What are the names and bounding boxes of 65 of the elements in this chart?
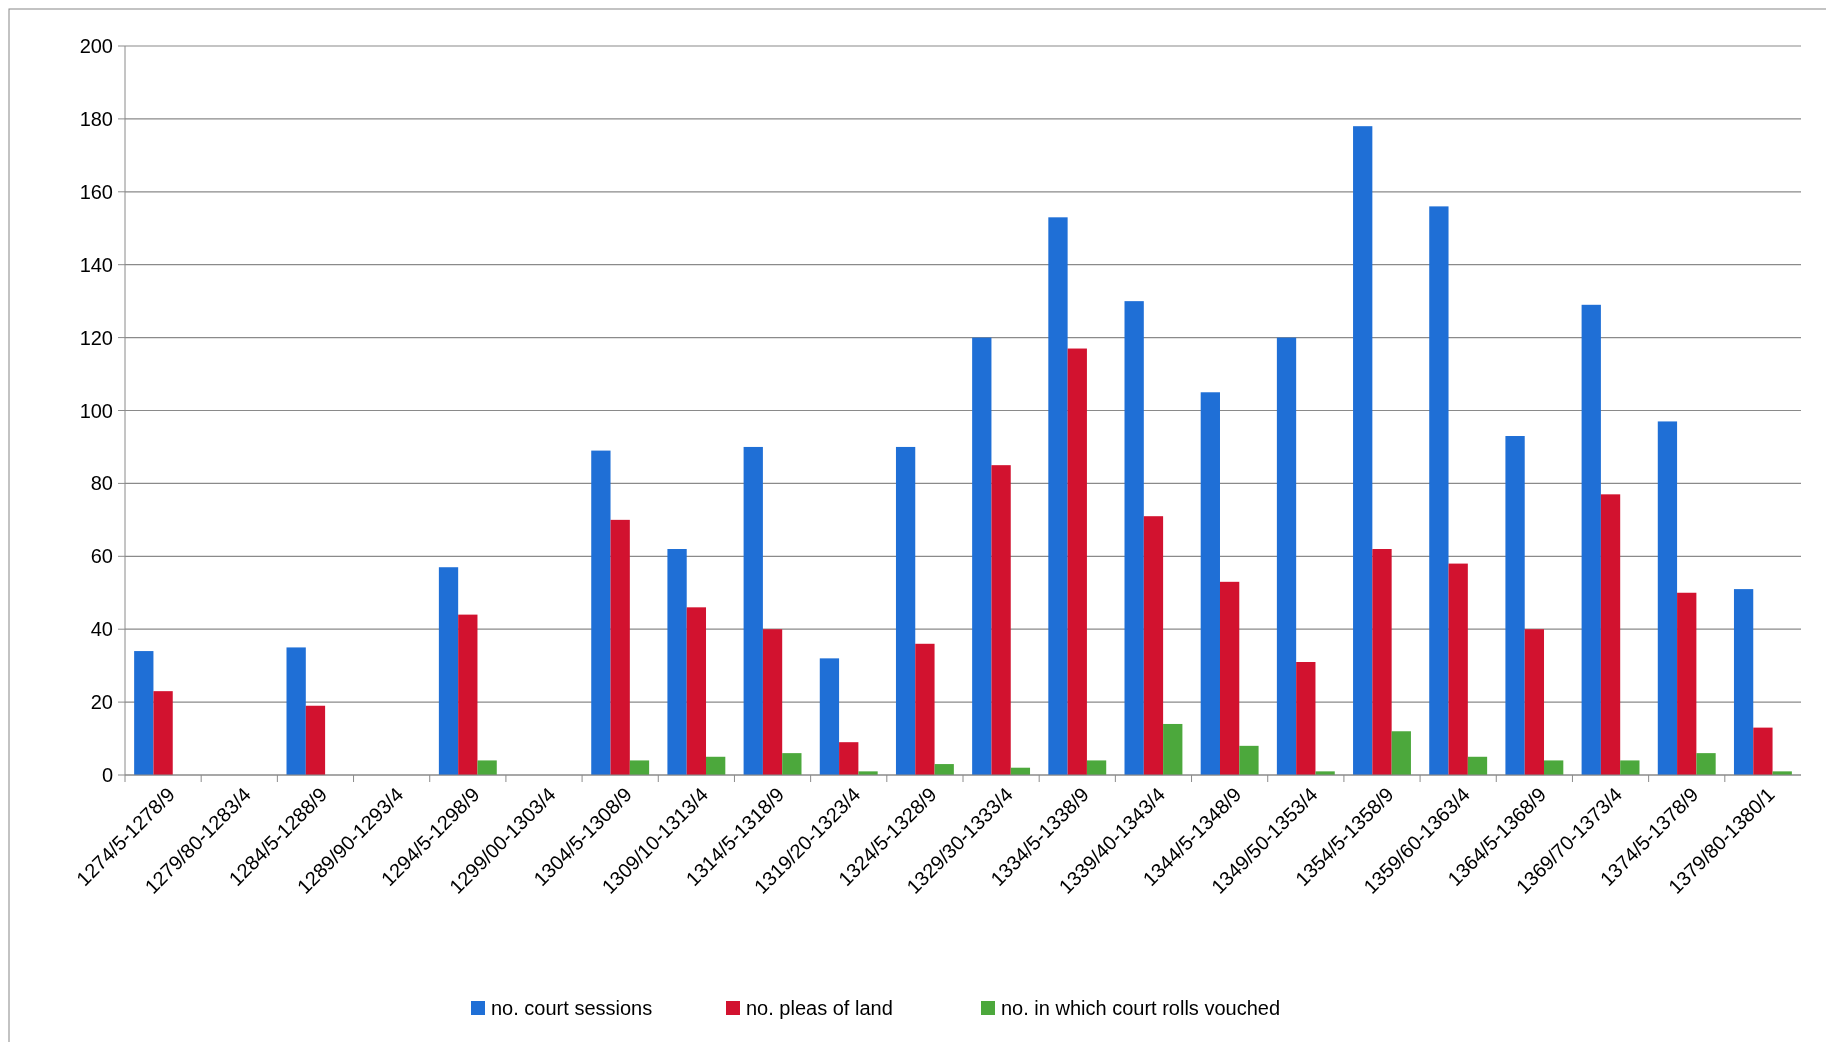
bar bbox=[134, 651, 154, 775]
bar bbox=[1296, 662, 1316, 775]
bar bbox=[1219, 581, 1240, 775]
bar bbox=[1048, 217, 1068, 775]
bar bbox=[1163, 723, 1183, 775]
y-tick-label: 60 bbox=[90, 545, 113, 568]
y-tick-label: 140 bbox=[79, 253, 113, 276]
bar bbox=[1200, 392, 1220, 775]
y-tick-label: 180 bbox=[79, 107, 113, 130]
bar bbox=[1620, 760, 1640, 775]
bar bbox=[1124, 301, 1144, 775]
bar bbox=[1505, 436, 1525, 775]
bar bbox=[1353, 126, 1373, 775]
y-tick-label: 20 bbox=[90, 691, 113, 714]
bar bbox=[1677, 592, 1697, 775]
bar bbox=[1467, 756, 1488, 775]
bar bbox=[1581, 304, 1601, 775]
y-tick-label: 200 bbox=[79, 35, 113, 57]
bar bbox=[458, 614, 478, 775]
legend-label: no. in which court rolls vouched bbox=[1001, 997, 1281, 1019]
bar bbox=[286, 647, 306, 775]
bar bbox=[706, 756, 726, 775]
bar bbox=[591, 450, 611, 775]
bar bbox=[1276, 337, 1297, 775]
y-tick-label: 0 bbox=[101, 764, 113, 786]
y-tick-label: 100 bbox=[79, 399, 113, 422]
legend-label: no. pleas of land bbox=[746, 997, 893, 1019]
bar bbox=[895, 446, 916, 775]
bar bbox=[1429, 206, 1449, 775]
bar bbox=[1753, 727, 1773, 775]
bar bbox=[1600, 494, 1621, 775]
bar bbox=[667, 549, 687, 775]
bar bbox=[1086, 760, 1107, 775]
bar bbox=[1696, 753, 1716, 775]
bar bbox=[1143, 516, 1164, 775]
bar bbox=[743, 446, 763, 775]
bar bbox=[477, 760, 497, 775]
bar bbox=[1239, 745, 1259, 775]
bar bbox=[1657, 421, 1678, 775]
bar bbox=[153, 691, 173, 775]
bar bbox=[839, 742, 859, 775]
bar bbox=[1372, 549, 1392, 775]
bar bbox=[686, 607, 707, 775]
bar bbox=[934, 764, 954, 775]
bar bbox=[438, 567, 459, 775]
y-tick-label: 160 bbox=[79, 180, 113, 203]
bar bbox=[1544, 760, 1564, 775]
bar bbox=[1733, 589, 1754, 775]
bar bbox=[762, 629, 783, 775]
bar bbox=[782, 753, 802, 775]
bar bbox=[1067, 348, 1087, 775]
legend-label: no. court sessions bbox=[491, 997, 653, 1019]
bar bbox=[915, 643, 935, 775]
bar bbox=[1391, 731, 1411, 775]
bar bbox=[819, 658, 840, 775]
bar bbox=[305, 705, 326, 775]
y-tick-label: 120 bbox=[79, 326, 113, 349]
bar bbox=[1448, 563, 1468, 775]
bar bbox=[610, 519, 630, 775]
y-tick-label: 40 bbox=[90, 618, 113, 641]
bar bbox=[1524, 629, 1545, 775]
bar bbox=[991, 465, 1011, 775]
bar bbox=[629, 760, 650, 775]
bar bbox=[972, 337, 992, 775]
y-tick-label: 80 bbox=[90, 472, 113, 495]
